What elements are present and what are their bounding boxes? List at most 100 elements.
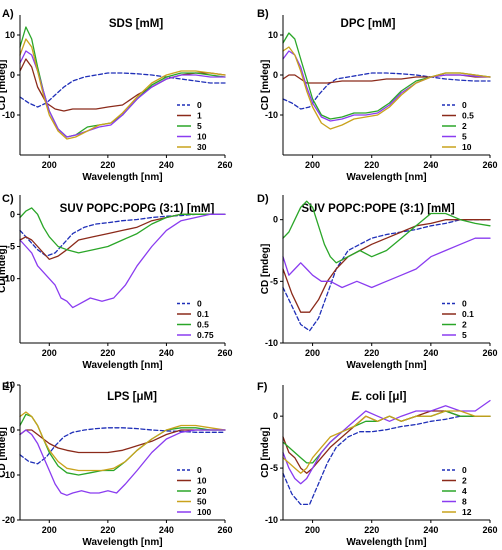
legend-label: 5 xyxy=(462,132,467,142)
x-tick-label: 260 xyxy=(217,160,232,170)
panel-title: SDS [mM] xyxy=(109,18,163,30)
legend-label: 1 xyxy=(197,111,202,121)
series-group xyxy=(282,200,491,332)
x-tick-label: 200 xyxy=(305,160,320,170)
x-tick-label: 260 xyxy=(217,525,232,535)
x-tick-label: 220 xyxy=(364,525,379,535)
legend-label: 2 xyxy=(462,476,467,486)
legend: 00.125 xyxy=(442,299,474,340)
panel-e: E)LPS [μM]200 220 240 260-20-10010Wavelengt… xyxy=(0,380,233,548)
y-tick-label: -10 xyxy=(2,274,15,284)
x-axis-label: Wavelength [nm] xyxy=(346,360,426,371)
series-line-12 xyxy=(282,410,491,474)
series-line-0-5 xyxy=(282,74,491,84)
x-tick-label: 260 xyxy=(482,525,497,535)
y-tick-label: -5 xyxy=(270,463,278,473)
y-tick-label: -10 xyxy=(265,338,278,348)
series-group xyxy=(282,399,491,506)
y-tick-label: 0 xyxy=(10,209,15,219)
y-tick-label: 0 xyxy=(273,215,278,225)
y-axis-label: CD[mdeg] xyxy=(0,245,8,293)
legend-label: 0 xyxy=(197,100,202,110)
panel-letter: E) xyxy=(2,381,13,393)
panel-d: D)SUV POPC:POPE (3:1) [mM]200 220 240 260-1… xyxy=(257,193,498,371)
series-line-5 xyxy=(282,50,491,122)
x-tick-label: 200 xyxy=(42,525,57,535)
y-axis-label: CD [mdeg] xyxy=(260,244,271,295)
legend-label: 10 xyxy=(197,132,207,142)
x-axis-label: Wavelength [nm] xyxy=(346,172,426,183)
x-tick-label: 220 xyxy=(364,348,379,358)
series-line-10 xyxy=(282,46,491,130)
y-axis-label: CD [mdeg] xyxy=(0,60,8,111)
y-tick-label: -20 xyxy=(2,515,15,525)
series-line-0 xyxy=(282,72,491,110)
x-tick-label: 200 xyxy=(305,348,320,358)
legend-label: 20 xyxy=(197,486,207,496)
legend-label: 2 xyxy=(462,320,467,330)
legend-label: 8 xyxy=(462,497,467,507)
y-axis-label: CD [mdeg] xyxy=(260,427,271,478)
legend-label: 10 xyxy=(462,142,472,152)
y-axis-label: CD [mdeg] xyxy=(260,60,271,111)
series-group xyxy=(19,26,226,140)
x-tick-label: 200 xyxy=(305,525,320,535)
y-tick-label: 10 xyxy=(5,30,15,40)
panel-letter: A) xyxy=(2,8,14,20)
series-line-2 xyxy=(282,200,491,264)
legend: 00.10.50.75 xyxy=(177,299,214,340)
series-line-5 xyxy=(282,237,491,289)
legend-label: 0 xyxy=(197,299,202,309)
legend-label: 0.5 xyxy=(462,111,474,121)
legend-label: 0.1 xyxy=(197,309,209,319)
series-line-0 xyxy=(282,415,491,506)
x-tick-label: 240 xyxy=(423,525,438,535)
legend-label: 0 xyxy=(462,465,467,475)
y-tick-label: 10 xyxy=(5,380,15,390)
legend-label: 0 xyxy=(462,299,467,309)
panel-title: DPC [mM] xyxy=(341,18,396,30)
series-group xyxy=(19,207,226,309)
x-tick-label: 240 xyxy=(423,348,438,358)
series-line-0-5 xyxy=(19,207,226,254)
series-line-100 xyxy=(19,429,226,496)
panel-title: LPS [μM] xyxy=(107,391,157,403)
series-line-0 xyxy=(282,219,491,332)
legend-label: 2 xyxy=(462,121,467,131)
x-tick-label: 240 xyxy=(423,160,438,170)
x-axis-label: Wavelength [nm] xyxy=(82,172,162,183)
y-tick-label: 0 xyxy=(10,70,15,80)
x-tick-label: 240 xyxy=(159,348,174,358)
series-line-0 xyxy=(19,213,226,257)
series-line-0-1 xyxy=(282,219,491,313)
series-line-8 xyxy=(282,399,491,485)
series-line-30 xyxy=(19,38,226,140)
series-line-50 xyxy=(19,411,226,472)
panel-letter: C) xyxy=(2,193,14,205)
legend-label: 0 xyxy=(462,100,467,110)
series-line-10 xyxy=(19,50,226,138)
series-line-10 xyxy=(19,429,226,454)
panel-b: B) DPC [mM] 200 220 240 260 -10 0 10 Wavelength [… xyxy=(257,8,498,183)
x-axis-label: Wavelength [nm] xyxy=(346,537,426,548)
x-tick-label: 240 xyxy=(159,160,174,170)
y-tick-label: -10 xyxy=(2,470,15,480)
x-tick-label: 220 xyxy=(100,160,115,170)
y-tick-label: 0 xyxy=(10,425,15,435)
series-line-0 xyxy=(19,427,226,465)
legend-label: 50 xyxy=(197,497,207,507)
panel-title: E. coli [μl] xyxy=(352,391,407,403)
legend-label: 0.75 xyxy=(197,330,214,340)
series-line-0 xyxy=(19,72,226,108)
x-tick-label: 220 xyxy=(100,348,115,358)
panel-letter: F) xyxy=(257,381,268,393)
panel-title: SUV POPC:POPG (3:1) [mM] xyxy=(60,203,215,215)
x-axis-label: Wavelength [nm] xyxy=(82,360,162,371)
legend-label: 4 xyxy=(462,486,467,496)
legend-label: 5 xyxy=(462,330,467,340)
y-tick-label: -10 xyxy=(2,110,15,120)
y-tick-label: -10 xyxy=(265,110,278,120)
